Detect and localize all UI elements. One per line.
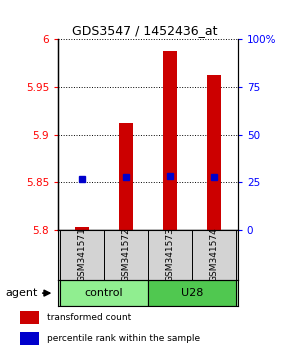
Bar — [192, 230, 235, 280]
Text: control: control — [85, 288, 123, 298]
Text: GSM341574: GSM341574 — [209, 228, 218, 282]
Text: agent: agent — [6, 288, 38, 298]
Bar — [207, 75, 221, 230]
Bar — [20, 332, 39, 345]
Bar — [119, 123, 133, 230]
Bar — [104, 230, 148, 280]
Bar — [148, 230, 192, 280]
Text: transformed count: transformed count — [47, 313, 131, 322]
Bar — [75, 227, 89, 230]
Bar — [20, 311, 39, 324]
Text: GSM341572: GSM341572 — [122, 228, 130, 282]
Text: U28: U28 — [181, 288, 203, 298]
Text: GSM341573: GSM341573 — [165, 227, 174, 282]
Text: GDS3547 / 1452436_at: GDS3547 / 1452436_at — [72, 24, 218, 36]
Bar — [163, 51, 177, 230]
Bar — [148, 280, 235, 306]
Bar — [60, 280, 148, 306]
Text: percentile rank within the sample: percentile rank within the sample — [47, 334, 200, 343]
Bar — [60, 230, 104, 280]
Text: GSM341571: GSM341571 — [78, 227, 87, 282]
